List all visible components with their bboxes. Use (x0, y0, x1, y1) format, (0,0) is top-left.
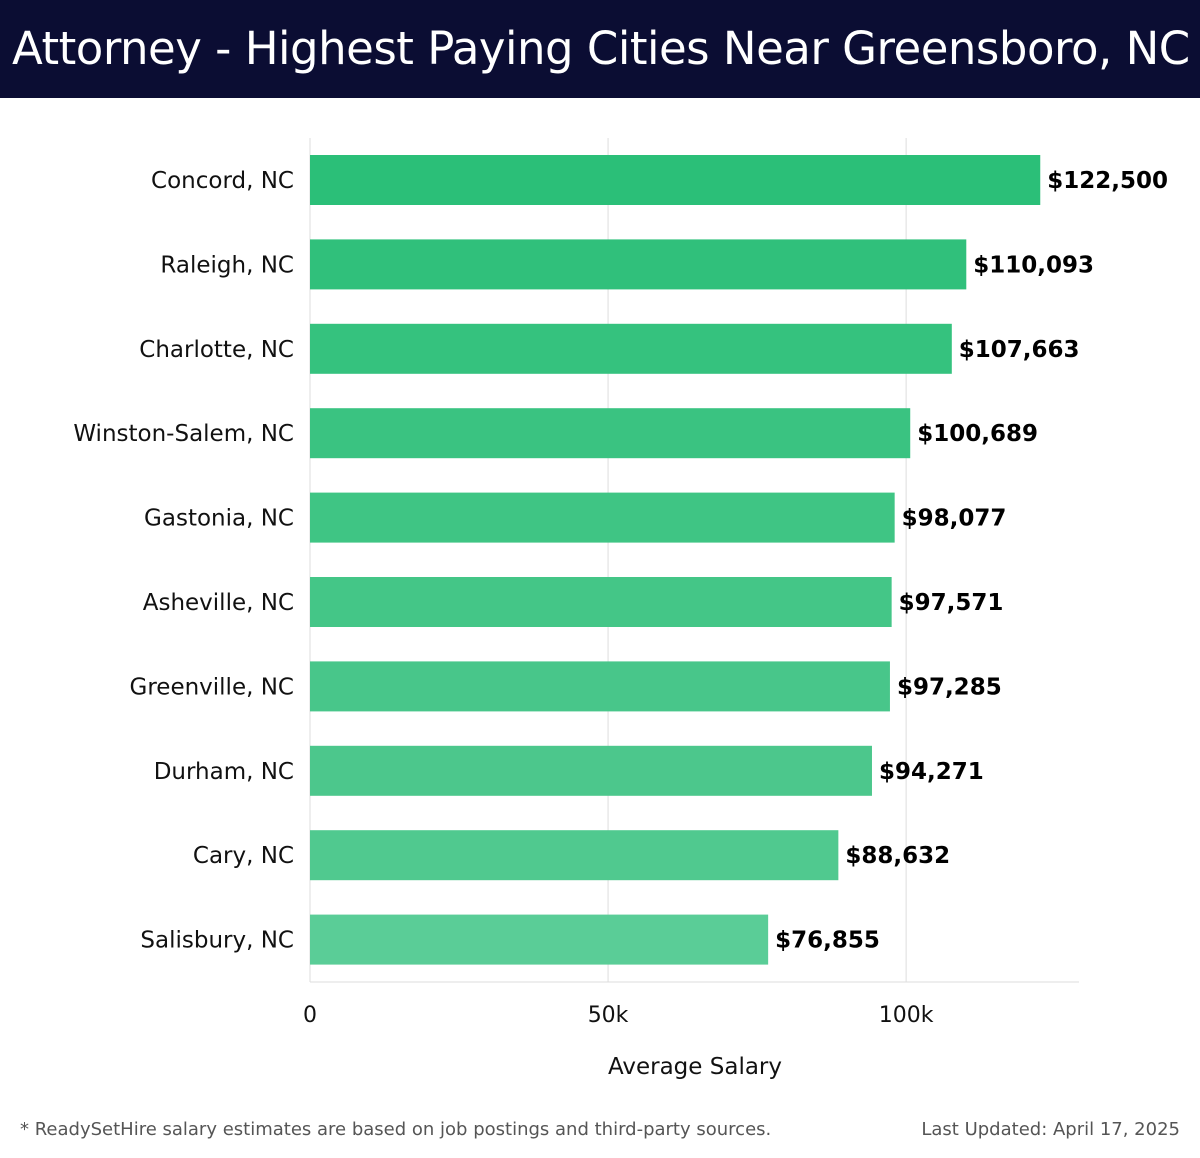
value-label: $100,689 (917, 421, 1038, 447)
x-axis-label: Average Salary (608, 1054, 782, 1080)
bar (310, 745, 872, 796)
category-label: Charlotte, NC (139, 337, 294, 363)
value-label: $88,632 (845, 843, 950, 869)
value-label: $97,571 (899, 590, 1004, 616)
bar (310, 323, 952, 374)
bar (310, 914, 769, 965)
bar (310, 577, 892, 627)
value-label: $98,077 (902, 506, 1007, 532)
category-label: Asheville, NC (143, 590, 294, 616)
value-label: $94,271 (879, 759, 984, 785)
value-labels: $122,500 $110,093 $107,663 $100,689 $98,077 $… (775, 168, 1168, 954)
category-label: Durham, NC (154, 759, 294, 785)
x-axis: 0 50k 100k (303, 981, 1079, 1028)
bar (310, 408, 911, 459)
x-tick-label: 50k (588, 1003, 629, 1028)
value-label: $76,855 (775, 928, 880, 954)
chart-title: Attorney - Highest Paying Cities Near Gr… (12, 22, 1190, 75)
bars (310, 155, 1041, 965)
category-label: Concord, NC (151, 168, 294, 194)
category-label: Cary, NC (193, 843, 294, 869)
bar (310, 492, 895, 543)
x-tick-label: 0 (303, 1003, 317, 1028)
value-label: $97,285 (897, 674, 1002, 700)
footnote: * ReadySetHire salary estimates are base… (20, 1119, 772, 1140)
bar (310, 830, 839, 881)
category-label: Greenville, NC (130, 674, 294, 700)
category-label: Gastonia, NC (144, 506, 294, 532)
x-tick-label: 100k (879, 1003, 934, 1028)
value-label: $122,500 (1047, 168, 1168, 194)
title-banner: Attorney - Highest Paying Cities Near Gr… (0, 0, 1200, 98)
bar-chart: Concord, NC Raleigh, NC Charlotte, NC Winst… (73, 138, 1168, 1080)
last-updated: Last Updated: April 17, 2025 (921, 1119, 1180, 1140)
value-label: $107,663 (959, 337, 1080, 363)
value-label: $110,093 (973, 252, 1094, 278)
category-labels: Concord, NC Raleigh, NC Charlotte, NC Winst… (73, 168, 294, 954)
category-label: Raleigh, NC (160, 252, 294, 278)
category-label: Salisbury, NC (140, 928, 294, 954)
category-label: Winston-Salem, NC (73, 421, 294, 447)
bar (310, 239, 967, 290)
bar (310, 155, 1041, 205)
bar (310, 661, 890, 712)
